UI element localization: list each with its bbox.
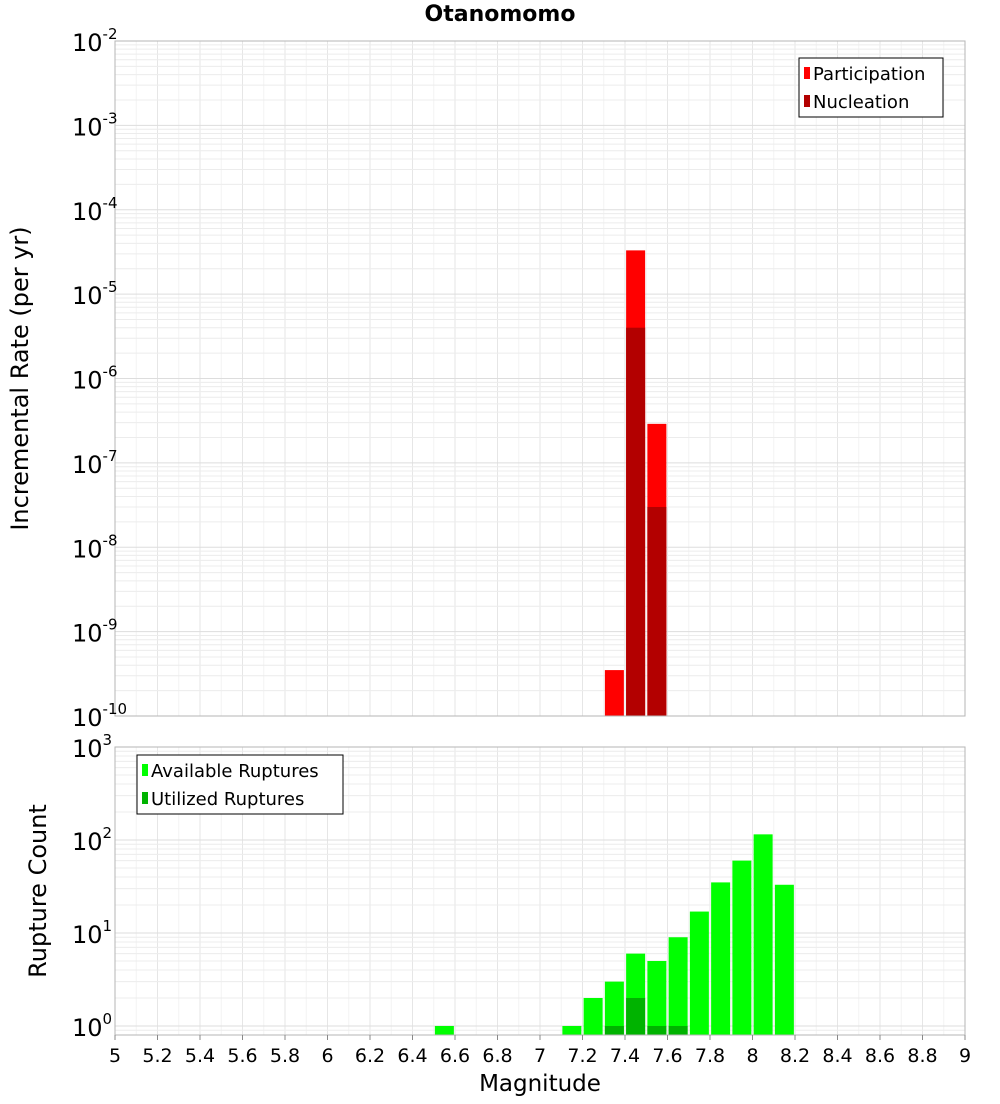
- legend-box: [798, 57, 944, 118]
- bar-nucleation: [626, 327, 646, 716]
- x-tick-label: 6.8: [482, 1045, 512, 1067]
- y-tick-label: 10-2: [72, 25, 118, 57]
- legend-item: Nucleation: [813, 92, 909, 113]
- legend-swatch: [142, 792, 148, 804]
- legend-swatch: [804, 67, 810, 79]
- bar-available-ruptures: [732, 860, 752, 1035]
- x-tick-label: 8.2: [780, 1045, 810, 1067]
- bar-available-ruptures: [753, 834, 773, 1035]
- x-tick-label: 7.6: [652, 1045, 682, 1067]
- y-tick-label: 10-5: [72, 278, 118, 310]
- legend-item: Participation: [813, 64, 925, 85]
- y-tick-label: 10-9: [72, 616, 118, 648]
- panel-1: 10-10 10-9 10-8 10-7 10-6 10-5 10-4 10-3 10-2 Inc…: [6, 25, 966, 732]
- x-tick-label: 6.4: [397, 1045, 427, 1067]
- bar-available-ruptures: [647, 960, 667, 1035]
- bar-available-ruptures: [711, 882, 731, 1035]
- legend: Participation Nucleation: [798, 57, 944, 118]
- x-tick-label: 6: [321, 1045, 333, 1067]
- x-tick-label: 5.4: [185, 1045, 215, 1067]
- y-tick-label: 101: [72, 917, 112, 949]
- x-tick-label: 7: [534, 1045, 546, 1067]
- bar-available-ruptures: [583, 997, 603, 1035]
- x-tick-label: 7.4: [610, 1045, 640, 1067]
- y-tick-label: 10-4: [72, 194, 118, 226]
- x-tick-label: 5.8: [270, 1045, 300, 1067]
- y-tick-label: 10-6: [72, 363, 118, 395]
- y-tick-label: 10-8: [72, 531, 118, 563]
- x-axis-label: Magnitude: [479, 1071, 601, 1097]
- y-tick-label: 102: [72, 824, 112, 856]
- bar-available-ruptures: [604, 981, 624, 1035]
- legend-swatch: [142, 764, 148, 776]
- legend-swatch: [804, 95, 810, 107]
- bar-available-ruptures: [434, 1025, 454, 1035]
- x-tick-label: 8.6: [865, 1045, 895, 1067]
- x-tick-label: 7.2: [567, 1045, 597, 1067]
- bar-utilized-ruptures: [626, 997, 646, 1035]
- bar-available-ruptures: [689, 911, 709, 1035]
- y-tick-label: 10-3: [72, 109, 118, 141]
- x-tick-label: 8.8: [907, 1045, 937, 1067]
- x-tick-label: 5.6: [227, 1045, 257, 1067]
- y-axis-label: Rupture Count: [24, 804, 52, 978]
- bar-utilized-ruptures: [668, 1025, 688, 1035]
- bar-available-ruptures: [774, 884, 794, 1035]
- legend-item: Available Ruptures: [151, 761, 319, 782]
- x-tick-label: 9: [959, 1045, 971, 1067]
- y-tick-label: 100: [72, 1010, 112, 1042]
- x-tick-label: 6.2: [355, 1045, 385, 1067]
- bar-utilized-ruptures: [647, 1025, 667, 1035]
- legend: Available Ruptures Utilized Ruptures: [136, 754, 344, 815]
- y-axis-label: Incremental Rate (per yr): [6, 226, 34, 530]
- bar-available-ruptures: [562, 1025, 582, 1035]
- x-tick-label: 6.6: [440, 1045, 470, 1067]
- y-tick-label: 10-7: [72, 447, 118, 479]
- chart-title: Otanomomo: [424, 2, 576, 27]
- bar-utilized-ruptures: [604, 1025, 624, 1035]
- y-tick-label: 10-10: [72, 700, 127, 732]
- x-tick-label: 8: [746, 1045, 758, 1067]
- plot-border: [114, 40, 966, 717]
- x-tick-label: 7.8: [695, 1045, 725, 1067]
- x-tick-label: 5: [109, 1045, 121, 1067]
- x-tick-label: 8.4: [822, 1045, 852, 1067]
- y-tick-label: 103: [72, 731, 112, 763]
- bar-available-ruptures: [668, 937, 688, 1035]
- bar-nucleation: [647, 506, 667, 716]
- bar-participation: [604, 670, 624, 716]
- legend-box: [136, 754, 344, 815]
- x-tick-label: 5.2: [142, 1045, 172, 1067]
- legend-item: Utilized Ruptures: [151, 789, 304, 810]
